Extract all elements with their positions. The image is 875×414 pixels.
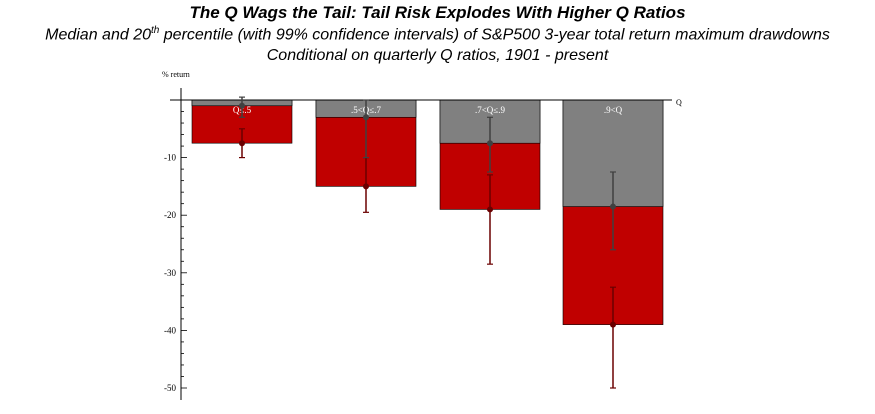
subtitle-text-end: percentile (with 99% confidence interval… [159, 26, 830, 44]
median-point [239, 102, 245, 109]
y-tick-label: -20 [164, 210, 176, 220]
y-tick-label: -10 [164, 153, 176, 163]
subtitle-superscript: th [150, 25, 160, 36]
percentile-point [239, 140, 245, 147]
category-label: .9<Q [604, 105, 623, 115]
median-point [363, 114, 369, 121]
median-point [487, 140, 493, 147]
category-label: .7<Q≤.9 [475, 105, 506, 115]
y-axis-label: % return [162, 70, 190, 79]
chart-title: The Q Wags the Tail: Tail Risk Explodes … [189, 3, 686, 22]
percentile-point [487, 206, 493, 213]
y-tick-label: -40 [164, 325, 176, 335]
y-tick-label: -30 [164, 268, 176, 278]
median-point [610, 203, 616, 210]
chart-subtitle: Median and 20th percentile (with 99% con… [0, 25, 875, 44]
percentile-point [610, 321, 616, 328]
subtitle-text-start: Median and 20 [45, 26, 151, 44]
chart-subtitle-2: Conditional on quarterly Q ratios, 1901 … [266, 47, 609, 64]
y-tick-label: -50 [164, 383, 176, 393]
x-axis-label: Q [676, 98, 682, 107]
percentile-point [363, 183, 369, 190]
